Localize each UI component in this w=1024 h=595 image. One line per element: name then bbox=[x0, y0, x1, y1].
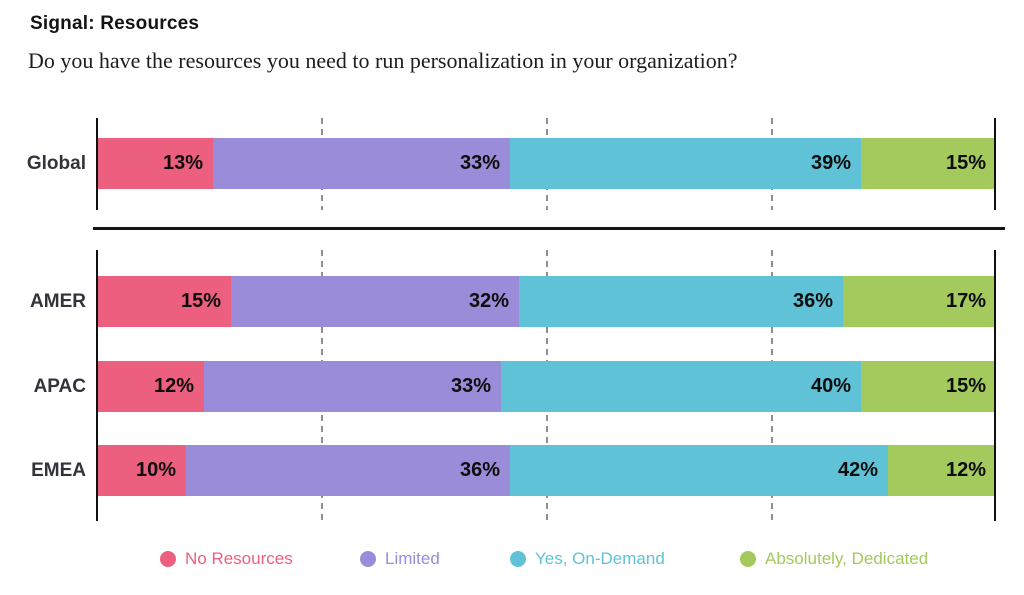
bar-row-emea: EMEA 10% 36% 42% 12% bbox=[31, 445, 996, 496]
segment-value-label: 12% bbox=[945, 459, 986, 481]
chart-legend: No Resources Limited Yes, On-Demand Absolut… bbox=[0, 543, 1024, 575]
segment-value-label: 42% bbox=[837, 459, 878, 481]
segment-value-label: 32% bbox=[468, 290, 509, 312]
bar-row-apac: APAC 12% 33% 40% 15% bbox=[34, 361, 996, 412]
segment-absolutely-dedicated: 17% bbox=[843, 276, 996, 327]
segment-value-label: 15% bbox=[945, 375, 986, 397]
legend-item-absolutely-dedicated: Absolutely, Dedicated bbox=[740, 543, 928, 575]
segment-value-label: 13% bbox=[162, 152, 203, 174]
global-bar-section: Global 13% 33% 39% 15% bbox=[27, 118, 996, 210]
chart-title: Signal: Resources bbox=[30, 13, 200, 34]
legend-label: Limited bbox=[385, 549, 440, 568]
regions-bar-section: AMER 15% 32% 36% 17% APAC 12% 33% 40% 15% EMEA 10% 3… bbox=[30, 250, 996, 521]
legend-item-yes-on-demand: Yes, On-Demand bbox=[510, 543, 665, 575]
section-divider-line bbox=[93, 227, 1005, 230]
segment-no-resources: 12% bbox=[96, 361, 204, 412]
legend-label: Absolutely, Dedicated bbox=[765, 549, 929, 568]
legend-item-no-resources: No Resources bbox=[160, 543, 293, 575]
segment-limited: 33% bbox=[213, 138, 510, 189]
segment-value-label: 15% bbox=[180, 290, 221, 312]
left-axis-line bbox=[96, 118, 98, 210]
segment-absolutely-dedicated: 12% bbox=[888, 445, 996, 496]
right-axis-line bbox=[994, 118, 996, 210]
legend-dot-icon bbox=[360, 551, 376, 567]
right-axis-line bbox=[994, 250, 996, 521]
segment-no-resources: 13% bbox=[96, 138, 213, 189]
legend-dot-icon bbox=[740, 551, 756, 567]
segment-limited: 32% bbox=[231, 276, 519, 327]
segment-limited: 33% bbox=[204, 361, 501, 412]
category-label-emea: EMEA bbox=[31, 459, 86, 481]
bar-row-amer: AMER 15% 32% 36% 17% bbox=[30, 276, 996, 327]
segment-limited: 36% bbox=[186, 445, 510, 496]
legend-dot-icon bbox=[160, 551, 176, 567]
segment-no-resources: 15% bbox=[96, 276, 231, 327]
segment-absolutely-dedicated: 15% bbox=[861, 138, 996, 189]
segment-value-label: 33% bbox=[450, 375, 491, 397]
segment-no-resources: 10% bbox=[96, 445, 186, 496]
bar-row-global: Global 13% 33% 39% 15% bbox=[27, 138, 996, 189]
legend-item-limited: Limited bbox=[360, 543, 440, 575]
segment-value-label: 33% bbox=[459, 152, 500, 174]
segment-yes-on-demand: 42% bbox=[510, 445, 888, 496]
segment-absolutely-dedicated: 15% bbox=[861, 361, 996, 412]
segment-value-label: 15% bbox=[945, 152, 986, 174]
segment-yes-on-demand: 40% bbox=[501, 361, 861, 412]
segment-value-label: 17% bbox=[945, 290, 986, 312]
chart-question: Do you have the resources you need to ru… bbox=[28, 48, 738, 73]
segment-value-label: 10% bbox=[135, 459, 176, 481]
left-axis-line bbox=[96, 250, 98, 521]
legend-label: Yes, On-Demand bbox=[535, 549, 665, 568]
segment-value-label: 36% bbox=[459, 459, 500, 481]
legend-dot-icon bbox=[510, 551, 526, 567]
category-label-apac: APAC bbox=[33, 375, 86, 397]
category-label-amer: AMER bbox=[30, 290, 86, 312]
segment-yes-on-demand: 39% bbox=[510, 138, 861, 189]
category-label-global: Global bbox=[26, 152, 86, 174]
segment-value-label: 36% bbox=[792, 290, 833, 312]
segment-value-label: 12% bbox=[153, 375, 194, 397]
segment-value-label: 39% bbox=[810, 152, 851, 174]
legend-label: No Resources bbox=[185, 549, 293, 568]
segment-value-label: 40% bbox=[810, 375, 851, 397]
segment-yes-on-demand: 36% bbox=[519, 276, 843, 327]
